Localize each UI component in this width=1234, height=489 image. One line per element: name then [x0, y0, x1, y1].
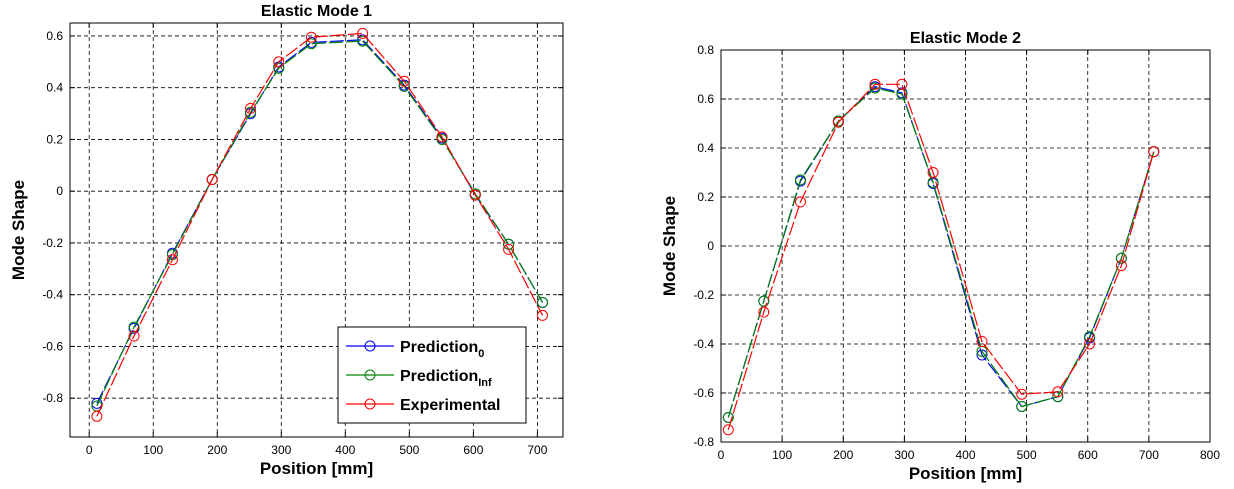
y-axis-label: Mode Shape	[660, 196, 679, 296]
chart-title: Elastic Mode 2	[910, 30, 1021, 47]
legend-label: Experimental	[400, 397, 500, 414]
data-point	[91, 397, 103, 409]
legend-marker	[364, 398, 376, 410]
data-point	[1115, 252, 1127, 264]
data-point	[206, 174, 218, 186]
x-tick-label: 200	[833, 448, 853, 462]
y-tick-label: 0.4	[46, 81, 63, 95]
x-axis-label: Position [mm]	[909, 464, 1022, 483]
data-point	[537, 296, 549, 308]
x-tick-label: 300	[271, 443, 291, 457]
data-point	[357, 27, 369, 39]
y-tick-label: -0.8	[693, 435, 714, 449]
x-tick-label: 500	[1017, 448, 1037, 462]
x-tick-label: 100	[772, 448, 792, 462]
x-tick-label: 0	[718, 448, 725, 462]
data-point	[1084, 331, 1096, 343]
y-tick-label: 0.2	[697, 190, 714, 204]
y-tick-label: 0.4	[697, 141, 714, 155]
data-point	[832, 116, 844, 128]
data-point	[1016, 388, 1028, 400]
data-point	[357, 35, 369, 47]
data-point	[436, 133, 448, 145]
y-tick-label: 0.8	[697, 43, 714, 57]
data-point	[869, 78, 881, 90]
legend: Prediction0 PredictionInf Experimental	[337, 326, 527, 424]
axes-frame	[720, 49, 1211, 443]
data-point	[758, 306, 770, 318]
y-tick-label: 0	[56, 184, 63, 198]
data-point	[1115, 260, 1127, 272]
data-point	[537, 309, 549, 321]
data-point	[722, 412, 734, 423]
data-point	[1148, 146, 1160, 158]
y-tick-label: -0.2	[693, 288, 714, 302]
data-point	[469, 189, 481, 201]
legend-marker	[364, 340, 376, 352]
x-tick-label: 200	[207, 443, 227, 457]
x-tick-label: 300	[894, 448, 914, 462]
data-point	[896, 78, 908, 90]
chart-title: Elastic Mode 1	[261, 3, 372, 20]
axes-frame	[69, 22, 564, 438]
legend-label: PredictionInf	[400, 368, 492, 389]
data-point	[305, 31, 317, 43]
y-tick-label: -0.6	[693, 386, 714, 400]
data-point	[398, 75, 410, 87]
data-point	[305, 38, 317, 50]
x-tick-label: 500	[399, 443, 419, 457]
x-tick-label: 0	[86, 443, 93, 457]
series-line	[96, 32, 544, 417]
data-point	[503, 243, 515, 255]
chart-elastic-mode-1: 0 100 200 300 400 500 600 700 -0.8 -0.6 -0.4 -0.2 0 0…	[9, 3, 564, 478]
data-point	[166, 254, 178, 266]
series-experimental	[722, 78, 1160, 436]
y-tick-label: -0.6	[42, 339, 63, 353]
data-point	[128, 330, 140, 342]
data-point	[1052, 386, 1064, 398]
data-point	[245, 102, 257, 114]
y-tick-label: 0	[707, 239, 714, 253]
y-tick-label: -0.4	[693, 337, 714, 351]
x-tick-label: 700	[1139, 448, 1159, 462]
y-tick-label: 0.6	[697, 92, 714, 106]
y-axis-label: Mode Shape	[9, 180, 28, 280]
series-line	[96, 40, 544, 407]
y-tick-label: -0.4	[42, 288, 63, 302]
data-point	[1084, 338, 1096, 350]
data-point	[245, 106, 257, 118]
series-line	[727, 87, 1155, 418]
y-tick-label: -0.8	[42, 391, 63, 405]
x-tick-label: 800	[1200, 448, 1220, 462]
data-point	[869, 82, 881, 94]
x-tick-label: 600	[1078, 448, 1098, 462]
y-tick-label: -0.2	[42, 236, 63, 250]
data-point	[976, 336, 988, 348]
data-point	[91, 410, 103, 422]
y-tick-label: 0.2	[46, 132, 63, 146]
data-point	[758, 295, 770, 307]
data-point	[794, 174, 806, 186]
series-line	[727, 83, 1155, 430]
data-point	[436, 131, 448, 143]
data-point	[722, 424, 734, 436]
data-point	[273, 62, 285, 74]
chart-elastic-mode-2: 0 100 200 300 400 500 600 700 800 -0.8 -0.6 -0.4 -0.…	[660, 30, 1220, 483]
x-tick-label: 100	[143, 443, 163, 457]
data-point	[273, 56, 285, 68]
legend-marker	[364, 369, 376, 381]
x-tick-label: 700	[527, 443, 547, 457]
x-tick-label: 400	[955, 448, 975, 462]
y-tick-label: 0.6	[46, 29, 63, 43]
legend-label: Prediction0	[400, 339, 484, 360]
data-point	[1016, 400, 1028, 412]
x-tick-label: 600	[463, 443, 483, 457]
x-axis-label: Position [mm]	[260, 459, 373, 478]
data-point	[794, 196, 806, 208]
series-experimental	[91, 27, 549, 422]
x-tick-label: 400	[335, 443, 355, 457]
data-point	[927, 167, 939, 178]
